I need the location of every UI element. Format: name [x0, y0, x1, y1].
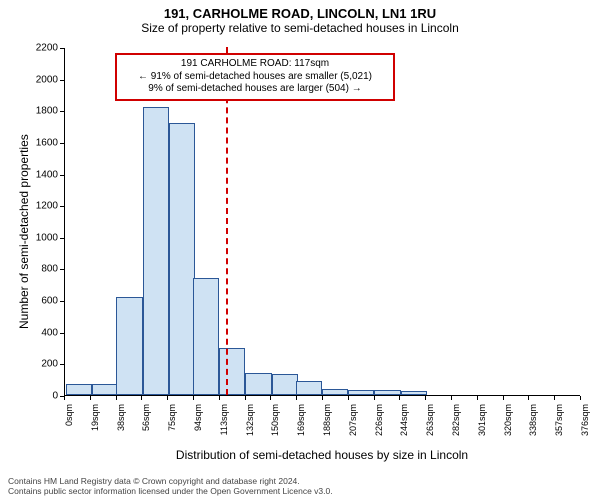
- ytick-mark: [60, 269, 64, 270]
- xtick-label: 113sqm: [219, 404, 229, 444]
- xtick-mark: [116, 396, 117, 400]
- ytick-label: 0: [28, 391, 58, 402]
- footer-line-1: Contains HM Land Registry data © Crown c…: [8, 476, 592, 486]
- xtick-mark: [167, 396, 168, 400]
- histogram-bar: [169, 123, 195, 395]
- ytick-mark: [60, 80, 64, 81]
- x-axis-label: Distribution of semi-detached houses by …: [64, 448, 580, 462]
- xtick-label: 56sqm: [141, 404, 151, 444]
- ytick-label: 1200: [28, 201, 58, 212]
- ytick-label: 200: [28, 359, 58, 370]
- ytick-label: 1400: [28, 169, 58, 180]
- xtick-label: 376sqm: [580, 404, 590, 444]
- xtick-label: 38sqm: [116, 404, 126, 444]
- xtick-label: 207sqm: [348, 404, 358, 444]
- xtick-mark: [64, 396, 65, 400]
- ytick-mark: [60, 238, 64, 239]
- infobox-line: 9% of semi-detached houses are larger (5…: [123, 83, 387, 96]
- histogram-bar: [348, 390, 374, 395]
- ytick-mark: [60, 175, 64, 176]
- ytick-mark: [60, 206, 64, 207]
- xtick-mark: [477, 396, 478, 400]
- histogram-bar: [245, 373, 271, 395]
- histogram-bar: [374, 390, 400, 395]
- ytick-label: 400: [28, 327, 58, 338]
- ytick-label: 2200: [28, 43, 58, 54]
- xtick-mark: [503, 396, 504, 400]
- xtick-label: 188sqm: [322, 404, 332, 444]
- histogram-bar: [401, 391, 427, 395]
- ytick-label: 1800: [28, 106, 58, 117]
- ytick-label: 1000: [28, 232, 58, 243]
- footer-line-2: Contains public sector information licen…: [8, 486, 592, 496]
- xtick-label: 150sqm: [270, 404, 280, 444]
- xtick-mark: [451, 396, 452, 400]
- xtick-mark: [322, 396, 323, 400]
- xtick-label: 357sqm: [554, 404, 564, 444]
- xtick-mark: [374, 396, 375, 400]
- histogram-bar: [219, 348, 245, 395]
- xtick-mark: [193, 396, 194, 400]
- xtick-mark: [245, 396, 246, 400]
- xtick-label: 282sqm: [451, 404, 461, 444]
- ytick-label: 2000: [28, 74, 58, 85]
- xtick-label: 169sqm: [296, 404, 306, 444]
- ytick-label: 1600: [28, 137, 58, 148]
- infobox-line: ← 91% of semi-detached houses are smalle…: [123, 71, 387, 84]
- xtick-label: 132sqm: [245, 404, 255, 444]
- infobox-line: 191 CARHOLME ROAD: 117sqm: [123, 58, 387, 71]
- xtick-mark: [270, 396, 271, 400]
- histogram-bar: [272, 374, 298, 395]
- ytick-label: 800: [28, 264, 58, 275]
- histogram-bar: [296, 381, 322, 395]
- histogram-bar: [92, 384, 118, 395]
- xtick-label: 320sqm: [503, 404, 513, 444]
- ytick-mark: [60, 301, 64, 302]
- ytick-mark: [60, 143, 64, 144]
- xtick-label: 338sqm: [528, 404, 538, 444]
- ytick-mark: [60, 48, 64, 49]
- xtick-mark: [580, 396, 581, 400]
- xtick-label: 244sqm: [399, 404, 409, 444]
- xtick-mark: [90, 396, 91, 400]
- xtick-label: 0sqm: [64, 404, 74, 444]
- reference-infobox: 191 CARHOLME ROAD: 117sqm← 91% of semi-d…: [115, 53, 395, 101]
- xtick-mark: [219, 396, 220, 400]
- xtick-label: 94sqm: [193, 404, 203, 444]
- xtick-label: 19sqm: [90, 404, 100, 444]
- xtick-mark: [348, 396, 349, 400]
- xtick-mark: [528, 396, 529, 400]
- histogram-bar: [66, 384, 92, 395]
- histogram-bar: [143, 107, 169, 395]
- xtick-label: 75sqm: [167, 404, 177, 444]
- xtick-mark: [141, 396, 142, 400]
- histogram-bar: [322, 389, 348, 395]
- xtick-label: 263sqm: [425, 404, 435, 444]
- xtick-mark: [554, 396, 555, 400]
- y-axis-label: Number of semi-detached properties: [17, 129, 31, 329]
- xtick-label: 226sqm: [374, 404, 384, 444]
- xtick-mark: [425, 396, 426, 400]
- ytick-label: 600: [28, 296, 58, 307]
- histogram-bar: [116, 297, 142, 395]
- ytick-mark: [60, 364, 64, 365]
- ytick-mark: [60, 111, 64, 112]
- histogram-chart: 0 200 400 600 800 1000 1200 1400 1600 1800 2000 220…: [0, 0, 600, 470]
- xtick-mark: [399, 396, 400, 400]
- xtick-mark: [296, 396, 297, 400]
- histogram-bar: [193, 278, 219, 395]
- attribution-footer: Contains HM Land Registry data © Crown c…: [8, 476, 592, 496]
- ytick-mark: [60, 333, 64, 334]
- xtick-label: 301sqm: [477, 404, 487, 444]
